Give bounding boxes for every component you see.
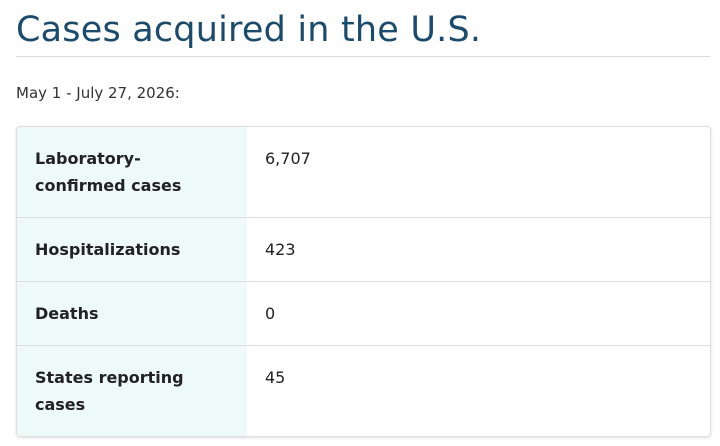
row-label: Hospitalizations: [17, 217, 247, 281]
table-row: Laboratory-confirmed cases 6,707: [17, 127, 710, 217]
row-value: 6,707: [265, 149, 311, 168]
row-label: States reporting cases: [17, 345, 247, 436]
table-row: Deaths 0: [17, 281, 710, 345]
stats-table: Laboratory-confirmed cases 6,707 Hospitali…: [16, 126, 711, 437]
title-rule: [16, 56, 710, 57]
row-value: 0: [247, 281, 710, 345]
page-title: Cases acquired in the U.S.: [16, 10, 482, 50]
row-value: 423: [247, 217, 710, 281]
table-row: Hospitalizations 423: [17, 217, 710, 281]
row-value: 45: [247, 345, 710, 436]
date-range: May 1 - July 27, 2026:: [16, 84, 180, 102]
row-label: Laboratory-confirmed cases: [17, 127, 247, 217]
row-label: Deaths: [17, 281, 247, 345]
table-row: States reporting cases 45: [17, 345, 710, 436]
